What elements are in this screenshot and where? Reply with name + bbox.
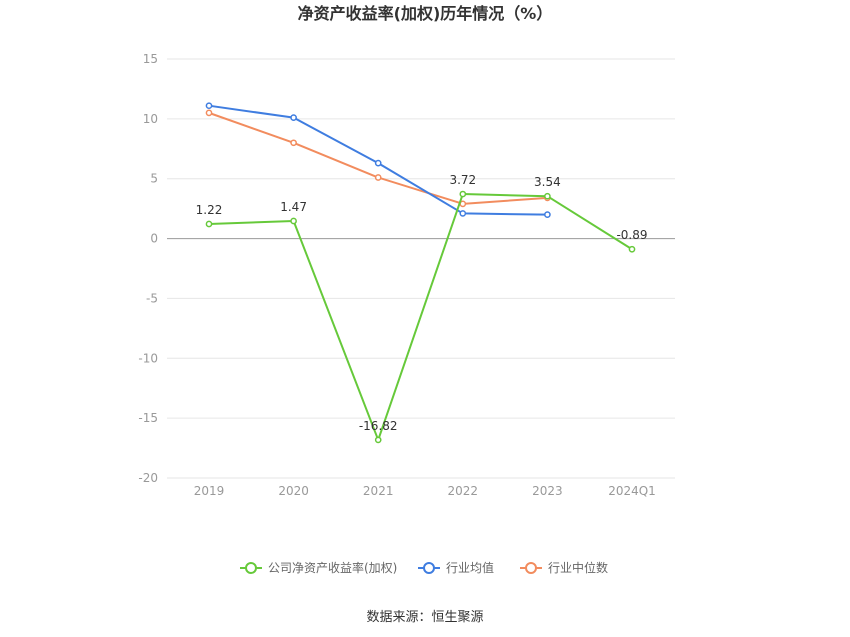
data-point[interactable] [205, 109, 213, 117]
legend-marker [423, 562, 435, 574]
x-axis: 2019 2020 2021 2022 2023 2024Q1 [194, 484, 656, 498]
legend-item-1[interactable]: 行业均值 [418, 560, 494, 575]
y-tick-label: -15 [138, 411, 158, 425]
data-label: -0.89 [616, 228, 647, 242]
x-tick-label: 2019 [194, 484, 225, 498]
data-point[interactable] [374, 436, 382, 444]
data-point[interactable] [290, 139, 297, 147]
y-axis: 15 10 5 0 -5 -10 -15 -20 [138, 52, 158, 485]
source-note: 数据来源：恒生聚源 [366, 610, 483, 625]
legend-item-2[interactable]: 行业中位数 [520, 560, 608, 575]
legend-label: 公司净资产收益率(加权) [268, 560, 397, 575]
data-point[interactable] [290, 114, 297, 122]
series-line-0 [208, 193, 633, 441]
data-label: 1.47 [280, 200, 307, 214]
y-tick-label: -10 [138, 351, 158, 365]
legend[interactable]: 公司净资产收益率(加权) 行业均值 行业中位数 [240, 560, 608, 575]
series-lines [205, 102, 636, 444]
data-point[interactable] [628, 245, 636, 253]
data-point[interactable] [205, 102, 213, 110]
data-labels: 1.22 1.47 -16.82 3.72 3.54 -0.89 [196, 173, 648, 433]
data-point[interactable] [290, 217, 297, 225]
data-label: 3.72 [449, 173, 476, 187]
chart-title: 净资产收益率(加权)历年情况（%） [298, 4, 553, 23]
y-tick-label: -5 [146, 291, 158, 305]
y-tick-label: 15 [143, 52, 158, 66]
legend-marker [525, 562, 537, 574]
legend-marker [245, 562, 257, 574]
data-point[interactable] [459, 210, 467, 217]
grid [167, 58, 675, 479]
legend-label: 行业中位数 [548, 560, 608, 575]
y-tick-label: -20 [138, 471, 158, 485]
y-tick-label: 5 [150, 172, 158, 186]
series-line-2 [208, 111, 548, 205]
x-tick-label: 2021 [363, 484, 394, 498]
y-tick-label: 0 [150, 232, 158, 246]
data-label: 3.54 [534, 175, 561, 189]
data-label: -16.82 [359, 419, 398, 433]
data-point[interactable] [459, 190, 467, 198]
y-tick-label: 10 [143, 112, 158, 126]
data-point[interactable] [544, 211, 551, 218]
data-point[interactable] [374, 174, 382, 181]
legend-label: 行业均值 [446, 560, 494, 575]
x-tick-label: 2020 [278, 484, 309, 498]
data-label: 1.22 [196, 203, 223, 217]
data-point[interactable] [544, 192, 551, 200]
legend-item-0[interactable]: 公司净资产收益率(加权) [240, 560, 397, 575]
x-tick-label: 2024Q1 [608, 484, 656, 498]
data-point[interactable] [205, 220, 213, 228]
x-tick-label: 2023 [532, 484, 563, 498]
data-point[interactable] [374, 159, 382, 167]
x-tick-label: 2022 [448, 484, 479, 498]
